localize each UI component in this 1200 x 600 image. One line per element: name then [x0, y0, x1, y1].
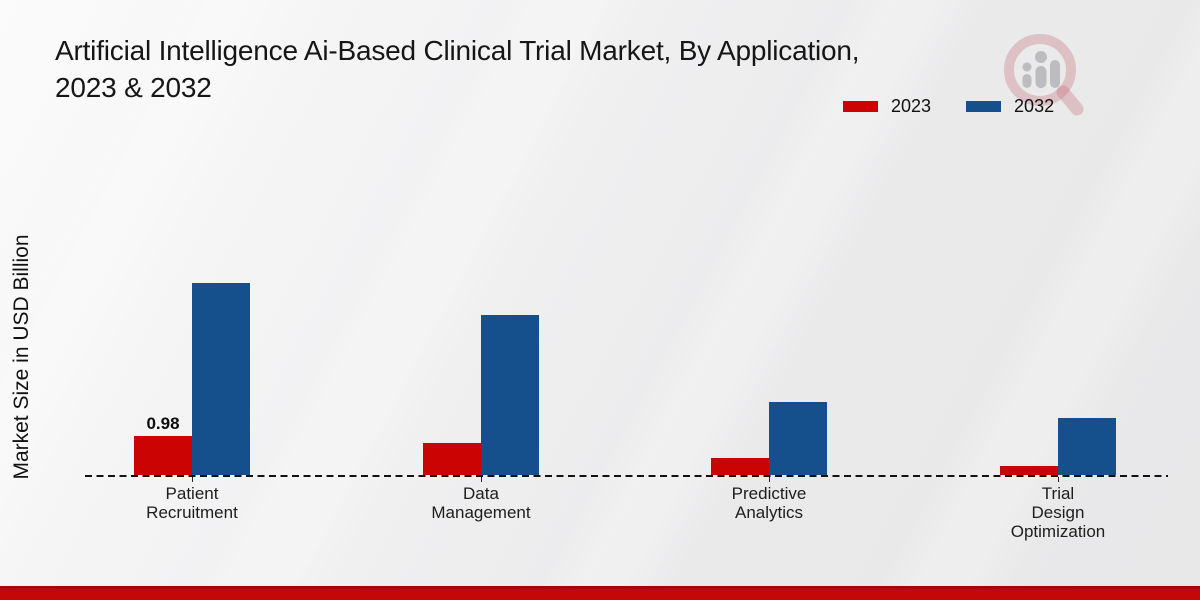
- category-label-patient-recruitment: Patient Recruitment: [146, 484, 238, 522]
- x-axis-line-overlay: [85, 475, 1168, 477]
- chart-title: Artificial Intelligence Ai-Based Clinica…: [55, 32, 1055, 106]
- category-label-predictive-analytics: Predictive Analytics: [731, 484, 807, 522]
- legend-label-2023: 2023: [891, 96, 932, 116]
- bar-2032-predictive-analytics: [769, 402, 827, 475]
- bar-value-label: 0.98: [146, 414, 180, 434]
- x-axis-tick: [191, 477, 193, 482]
- bar-2032-patient-recruitment: [192, 283, 250, 475]
- bar-2023-data-management: [423, 443, 481, 475]
- category-label-data-management: Data Management: [431, 484, 531, 522]
- category-label-trial-design-optimization: Trial Design Optimization: [1010, 484, 1106, 541]
- chart-title-line1: Artificial Intelligence Ai-Based Clinica…: [55, 35, 860, 66]
- bar-2023-predictive-analytics: [711, 458, 769, 475]
- legend-label-2032: 2032: [1014, 96, 1055, 116]
- bar-2032-trial-design-optimization: [1058, 418, 1116, 475]
- x-axis-line: [85, 475, 1168, 477]
- footer-accent-bar: [0, 586, 1200, 600]
- legend-item-2032: 2032: [966, 96, 1054, 117]
- legend-item-2023: 2023: [843, 96, 931, 117]
- bar-2023-trial-design-optimization: [1000, 466, 1058, 475]
- x-axis-tick: [480, 477, 482, 482]
- bar-2032-data-management: [481, 315, 539, 475]
- legend-swatch-2023: [843, 101, 878, 112]
- legend-swatch-2032: [966, 101, 1002, 112]
- x-axis-tick: [1057, 477, 1059, 482]
- bar-2023-patient-recruitment: [134, 436, 192, 475]
- x-axis-tick: [768, 477, 770, 482]
- legend: 2023 2032: [843, 96, 1054, 117]
- chart-title-line2: 2023 & 2032: [55, 72, 212, 103]
